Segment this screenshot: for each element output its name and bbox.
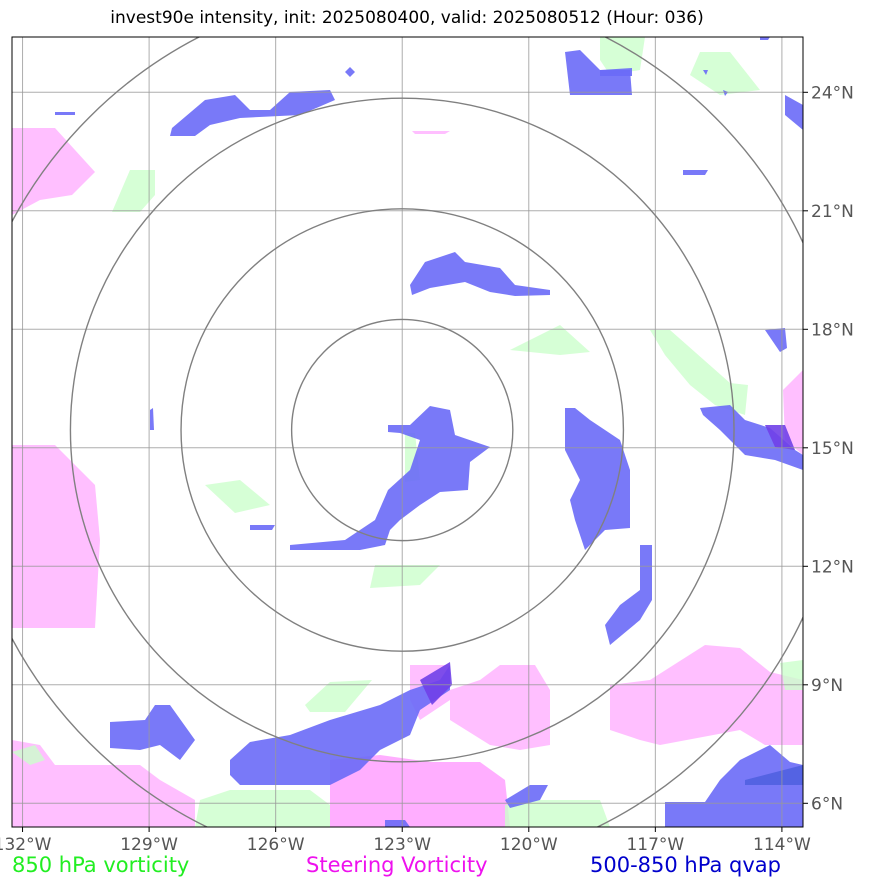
range-ring [290,318,514,542]
y-axis: 6°N 9°N 12°N 15°N 18°N 21°N 24°N [803,83,854,814]
x-tick-label: 120°W [500,835,558,855]
range-ring [69,97,735,763]
legend-850-vorticity: 850 hPa vorticity [12,853,190,877]
x-axis: 132°W 129°W 126°W 123°W 120°W 117°W 114°W [0,827,811,855]
x-tick-label: 129°W [120,835,178,855]
legend-qvap: 500-850 hPa qvap [590,853,781,877]
y-tick-label: 6°N [811,794,843,814]
qvap-500-850-field [55,37,803,827]
plot-frame [11,36,804,828]
x-tick-label: 114°W [753,835,811,855]
x-tick-label: 126°W [247,835,305,855]
x-tick-label: 117°W [626,835,684,855]
map-gridlines [12,37,803,827]
y-tick-label: 18°N [811,320,854,340]
range-rings [12,37,803,827]
y-tick-label: 24°N [811,83,854,103]
x-tick-label: 132°W [0,835,52,855]
y-tick-label: 15°N [811,439,854,459]
y-tick-label: 21°N [811,202,854,222]
legend-steering-vorticity: Steering Vorticity [306,853,488,877]
y-tick-label: 12°N [811,557,854,577]
vorticity-850-field [12,37,803,827]
y-tick-label: 9°N [811,676,843,696]
chart-title: invest90e intensity, init: 2025080400, v… [110,8,704,28]
x-tick-label: 123°W [373,835,431,855]
range-ring [180,208,625,652]
